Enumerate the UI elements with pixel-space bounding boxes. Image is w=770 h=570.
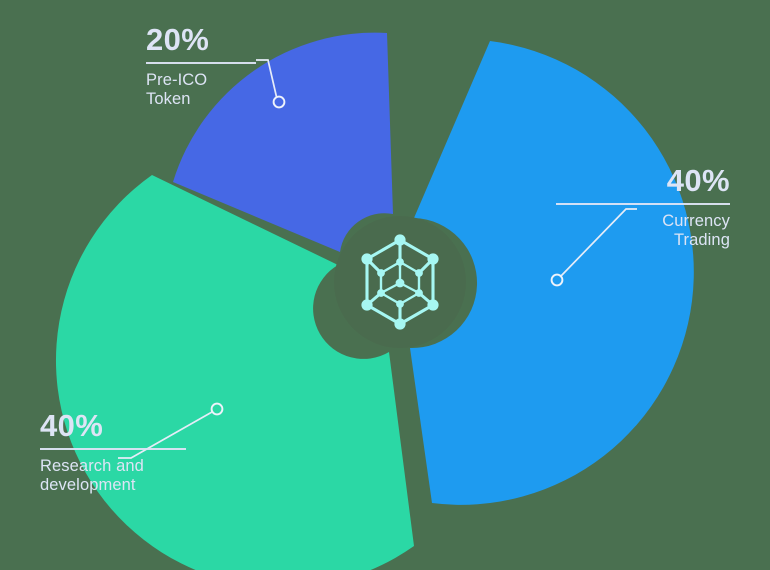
leader-line-research-and-development: [118, 411, 213, 459]
callout-rule-pre-ico-token: [146, 61, 256, 64]
leader-line-pre-ico-token: [256, 59, 278, 100]
callout-percent-research-and-development: 40%: [40, 408, 104, 443]
callout-text-line2-pre-ico-token: Token: [146, 90, 191, 109]
callout-text-line1-currency-trading: Currency: [662, 211, 730, 230]
leader-dot-pre-ico-token: [272, 95, 286, 109]
callout-text-line2-research-and-development: development: [40, 476, 136, 495]
leader-dot-research-and-development: [210, 402, 224, 416]
callout-text-research-and-development: Research and development: [40, 457, 230, 496]
callout-percent-pre-ico-token: 20%: [146, 22, 210, 57]
callout-label-research-and-development: 40% Research and development: [40, 408, 230, 496]
callout-text-pre-ico-token: Pre-ICO Token: [146, 71, 316, 110]
callout-label-pre-ico-token: 20% Pre-ICO Token: [146, 22, 316, 110]
callout-text-line1-pre-ico-token: Pre-ICO: [146, 70, 208, 89]
callout-text-line1-research-and-development: Research and: [40, 456, 144, 475]
callout-percent-currency-trading: 40%: [666, 163, 730, 198]
pie-slice-pre-ico-token[interactable]: [173, 32, 393, 253]
leader-dot-currency-trading: [550, 273, 564, 287]
leader-line-currency-trading: [560, 208, 637, 277]
pie-slice-currency-trading[interactable]: [410, 41, 694, 505]
callout-text-line2-currency-trading: Trading: [673, 231, 730, 250]
pie-slice-research-and-development[interactable]: [55, 175, 414, 570]
callout-rule-currency-trading: [556, 202, 730, 205]
callout-label-currency-trading: 40% Currency Trading: [556, 163, 730, 251]
blockchain-hexagon-network-icon: [361, 234, 439, 330]
callout-text-currency-trading: Currency Trading: [556, 212, 730, 251]
callout-rule-research-and-development: [40, 447, 186, 450]
